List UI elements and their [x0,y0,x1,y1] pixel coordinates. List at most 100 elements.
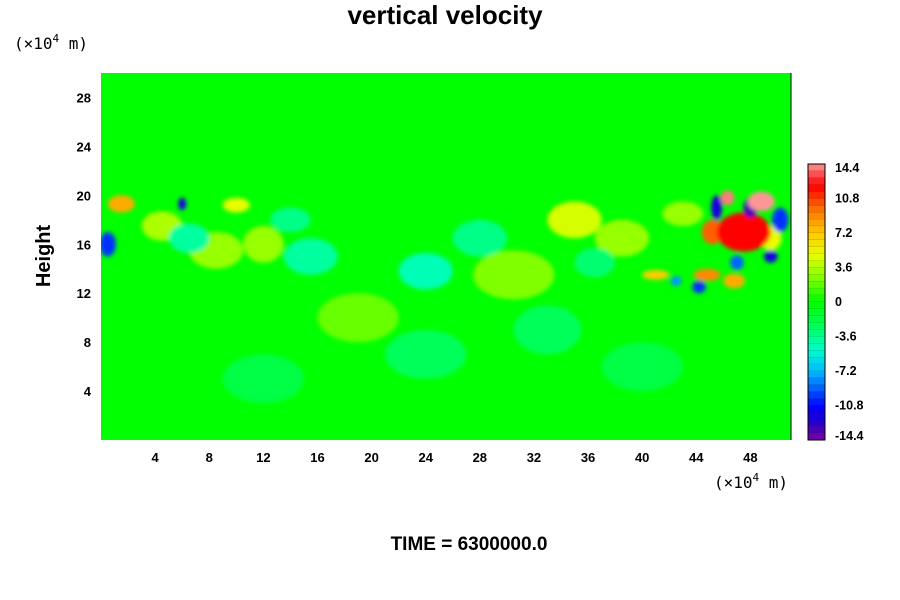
colorbar-band [808,212,825,220]
colorbar-band [808,164,825,172]
colorbar-band [808,267,825,275]
colorbar-tick-label: -7.2 [835,364,857,378]
colorbar-tick-label: -10.8 [835,399,864,413]
colorbar-band [808,343,825,351]
velocity-feature [107,195,135,213]
velocity-feature [730,255,744,270]
x-tick-label: 36 [581,450,595,465]
colorbar-band [808,350,825,358]
x-tick-label: 12 [256,450,270,465]
colorbar-band [808,336,825,344]
y-unit-label: (×104 m) [14,32,88,53]
velocity-feature [716,212,771,252]
x-tick-label: 32 [527,450,541,465]
colorbar-tick-label: -14.4 [835,429,864,443]
colorbar-band [808,205,825,213]
colorbar-band [808,419,825,427]
colorbar-band [808,233,825,241]
velocity-feature [452,219,507,257]
velocity-feature [692,280,706,294]
y-axis-ticks: 4 8 12 16 20 24 28 [77,90,92,399]
colorbar-band [808,288,825,296]
x-tick-label: 24 [418,450,433,465]
velocity-feature [513,305,582,355]
velocity-feature [473,250,555,300]
colorbar-band [808,302,825,310]
colorbar-band [808,433,825,441]
velocity-feature [574,247,616,278]
velocity-features [101,190,789,404]
colorbar-band [808,391,825,399]
velocity-feature [270,207,311,233]
velocity-feature [594,219,649,257]
velocity-feature [693,268,721,281]
colorbar-band [808,177,825,186]
velocity-feature [642,269,670,280]
x-tick-label: 44 [689,450,704,465]
colorbar-band [808,281,825,289]
colorbar-band [808,246,825,255]
velocity-feature [772,207,789,233]
colorbar-band [808,412,825,420]
colorbar-band [808,219,825,227]
velocity-feature [283,238,338,275]
y-tick-label: 12 [77,286,91,301]
velocity-feature [317,293,399,343]
colorbar-band [808,260,825,268]
x-axis-ticks: 4 8 12 16 20 24 28 32 36 40 44 48 [152,450,758,465]
x-tick-label: 20 [364,450,378,465]
velocity-feature [747,191,775,212]
colorbar-band [808,357,825,365]
velocity-feature [178,197,187,211]
time-label: TIME = 6300000.0 [391,534,548,555]
velocity-feature [763,250,778,263]
velocity-feature [243,225,284,263]
colorbar-band [808,198,825,206]
velocity-feature [385,329,467,379]
colorbar-ticks: 14.4 10.8 7.2 3.6 0 -3.6 -7.2 -10.8 -14.4 [835,161,864,443]
velocity-feature [101,232,116,257]
velocity-feature [222,354,304,404]
colorbar [807,163,826,441]
colorbar-band [808,426,825,434]
velocity-feature [670,276,682,286]
y-tick-label: 16 [77,237,91,252]
colorbar-band [808,329,825,337]
y-tick-label: 24 [77,139,92,154]
colorbar-band [808,226,825,234]
x-tick-label: 48 [743,450,757,465]
chart-title: vertical velocity [347,0,543,30]
velocity-feature [168,223,210,253]
colorbar-tick-label: 3.6 [835,261,852,275]
x-tick-label: 16 [310,450,324,465]
velocity-feature [222,197,250,213]
colorbar-tick-label: 14.4 [835,161,859,175]
colorbar-band [808,398,825,406]
colorbar-band [808,322,825,330]
velocity-feature [547,201,602,239]
velocity-feature [720,190,735,206]
x-unit-label: (×104 m) [714,471,788,492]
colorbar-band [808,315,825,324]
y-tick-label: 28 [77,90,91,105]
velocity-feature [601,342,683,392]
colorbar-band [808,253,825,261]
heatmap-plot-area [101,73,791,440]
colorbar-band [808,191,825,199]
x-tick-label: 8 [206,450,213,465]
colorbar-band [808,364,825,372]
colorbar-band [808,274,825,282]
x-tick-label: 40 [635,450,649,465]
colorbar-tick-label: 10.8 [835,192,859,206]
x-tick-label: 28 [473,450,487,465]
colorbar-band [808,384,825,393]
colorbar-band [808,405,825,413]
colorbar-band [808,184,825,192]
colorbar-tick-label: 7.2 [835,226,852,240]
colorbar-band [808,170,825,179]
y-axis-label: Height [33,225,55,288]
velocity-feature [398,252,453,290]
colorbar-band [808,239,825,248]
x-tick-label: 4 [152,450,160,465]
